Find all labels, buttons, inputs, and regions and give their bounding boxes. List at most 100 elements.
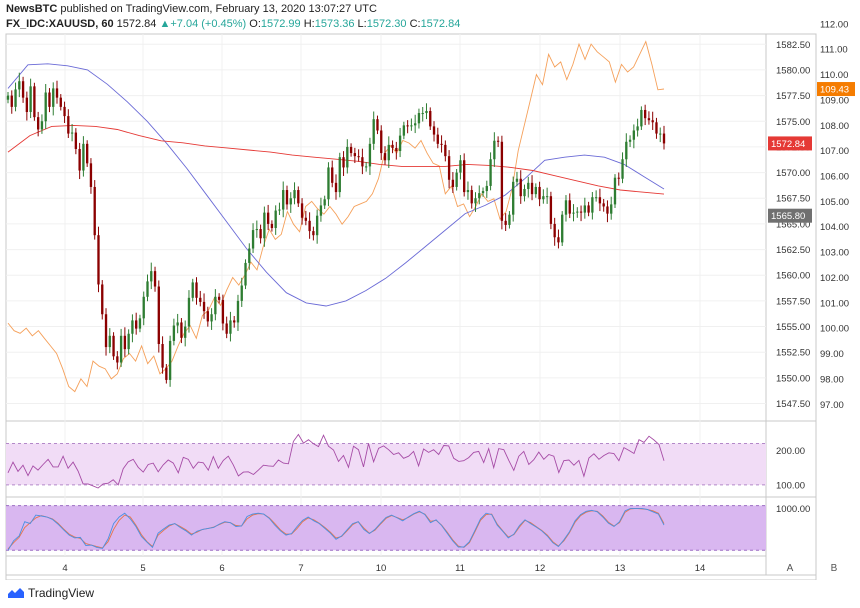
horizontal-line-tag: 1565.80	[771, 211, 805, 222]
candle-body	[285, 190, 289, 205]
right-axis-tick: 108.00	[820, 121, 849, 132]
candle-body	[33, 86, 36, 118]
candle-body	[157, 286, 160, 345]
candle-body	[470, 190, 473, 204]
low-label: L:	[357, 18, 367, 30]
close-value: 1572.84	[420, 18, 461, 30]
candle-body	[459, 160, 462, 173]
rsi-line	[7, 433, 665, 489]
candle-body	[10, 95, 13, 107]
candle-body	[289, 198, 292, 205]
slow-ma-line	[7, 124, 665, 195]
chart-area[interactable]: 1582.501580.001577.501575.001572.501570.…	[0, 0, 860, 580]
right-axis-tick: 98.00	[820, 374, 844, 385]
last-price-tag-bg	[768, 136, 812, 151]
candle-body	[229, 320, 232, 334]
right-axis-tick: 102.00	[820, 273, 849, 284]
left-axis-tick: 1580.00	[776, 65, 810, 76]
candle-body	[123, 335, 127, 350]
candlesticks	[6, 72, 666, 387]
candle-body	[432, 126, 436, 135]
indicator-lines	[7, 433, 665, 551]
candle-body	[557, 237, 560, 243]
tradingview-logo-icon	[8, 588, 24, 598]
stoch-axis-tick: 1000.00	[776, 504, 810, 515]
stoch-band	[6, 505, 766, 551]
candle-body	[662, 133, 666, 144]
x-axis-tick: 14	[695, 563, 706, 574]
candle-body	[214, 296, 217, 315]
candle-body	[52, 88, 55, 107]
candle-body	[425, 110, 428, 114]
candle-body	[508, 214, 511, 225]
right-axis-tick: 99.00	[820, 349, 844, 360]
pane-a-button[interactable]: A	[787, 563, 794, 574]
candle-body	[387, 144, 390, 161]
candle-body	[82, 143, 85, 171]
candle-body	[36, 117, 40, 130]
candle-body	[647, 118, 651, 121]
candle-body	[312, 231, 315, 236]
candle-body	[602, 203, 605, 207]
candle-body	[591, 197, 594, 213]
right-axis-tick: 109.00	[820, 95, 849, 106]
candle-body	[489, 159, 492, 186]
candle-body	[519, 178, 522, 197]
candle-body	[21, 81, 25, 98]
stoch-k-line	[7, 507, 665, 551]
candle-body	[659, 133, 662, 135]
candle-body	[594, 197, 598, 199]
candle-body	[440, 143, 443, 145]
candle-body	[530, 182, 534, 195]
author-name[interactable]: NewsBTC	[6, 3, 58, 15]
price-tags: 1572.84 1565.80 109.43	[768, 82, 855, 223]
candle-body	[142, 296, 145, 319]
candle-body	[410, 125, 413, 127]
rsi-band	[6, 443, 766, 485]
candle-body	[131, 320, 134, 334]
candle-body	[18, 81, 21, 90]
candle-body	[583, 205, 586, 213]
x-axis-tick: 4	[62, 563, 67, 574]
last-price: 1572.84	[116, 18, 157, 30]
candle-body	[108, 335, 111, 348]
candle-body	[308, 220, 311, 232]
candle-body	[172, 325, 176, 341]
up-arrow-icon: ▲	[159, 18, 171, 30]
candle-body	[587, 205, 590, 213]
left-axis-tick: 1565.00	[776, 219, 810, 230]
candle-body	[610, 204, 613, 214]
x-axis-tick: 5	[140, 563, 145, 574]
candle-body	[504, 220, 507, 225]
candle-body	[455, 172, 458, 187]
x-axis-tick: 13	[615, 563, 626, 574]
candle-body	[621, 159, 624, 179]
candle-body	[474, 198, 477, 204]
candle-body	[327, 167, 330, 200]
candle-body	[414, 123, 417, 126]
candle-body	[176, 322, 179, 326]
pane-b-button[interactable]: B	[831, 563, 838, 574]
candle-body	[217, 296, 221, 300]
horizontal-line-tag-bg	[768, 208, 812, 223]
candle-body	[466, 190, 470, 193]
candle-body	[55, 88, 59, 98]
candle-body	[210, 314, 213, 322]
candle-body	[191, 282, 194, 298]
candle-body	[353, 153, 357, 157]
right-axis-tick: 100.00	[820, 324, 849, 335]
candle-body	[436, 134, 439, 144]
rsi-axis-tick: 200.00	[776, 446, 805, 457]
candle-body	[515, 178, 519, 182]
candle-body	[74, 132, 78, 149]
candle-body	[93, 186, 96, 236]
left-axis-tick: 1567.50	[776, 194, 810, 205]
candle-body	[293, 190, 296, 199]
right-axis-tick: 112.00	[820, 19, 848, 30]
low-value: 1572.30	[366, 18, 407, 30]
candle-body	[187, 297, 191, 327]
candle-body	[444, 144, 447, 157]
candle-body	[248, 248, 251, 263]
candle-body	[89, 163, 93, 187]
footer-brand[interactable]: TradingView	[28, 586, 95, 600]
